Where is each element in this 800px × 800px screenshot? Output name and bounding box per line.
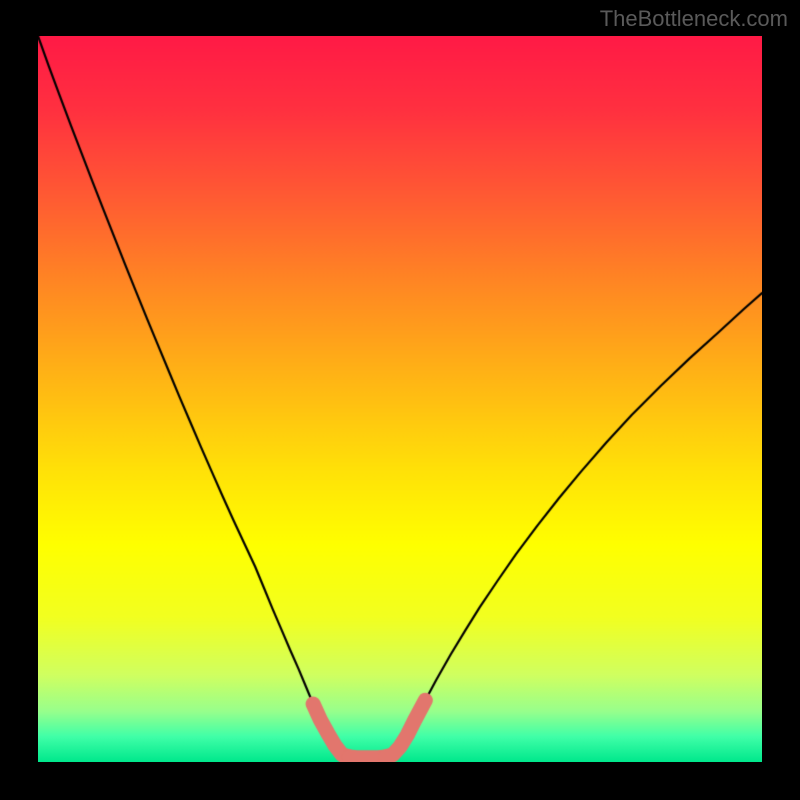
chart-container: TheBottleneck.com — [0, 0, 800, 800]
watermark-text: TheBottleneck.com — [600, 6, 788, 32]
bottleneck-curve-chart — [38, 36, 762, 762]
